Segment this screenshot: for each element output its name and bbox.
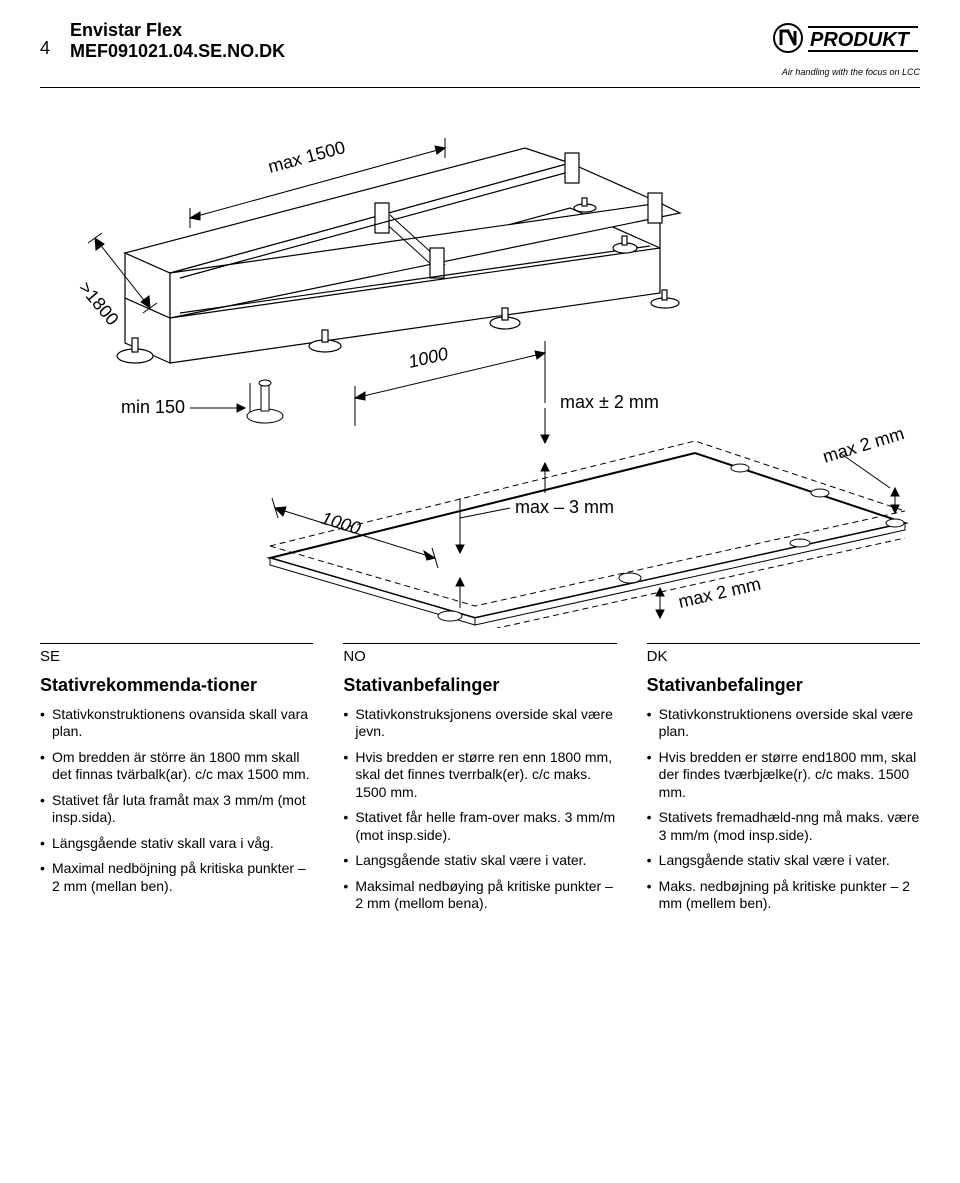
col-rule: [343, 643, 616, 644]
col-title: Stativanbefalinger: [647, 675, 920, 696]
brand-logo-block: PRODUKT Air handling with the focus on L…: [770, 20, 920, 77]
dim-1000b: 1000: [319, 508, 363, 539]
list-item: Stativkonstruktionens overside skal være…: [647, 706, 920, 741]
list-item: Stativets fremadhæld-nng må maks. være 3…: [647, 809, 920, 844]
text-columns: SE Stativrekommenda-tioner Stativkonstru…: [40, 643, 920, 921]
list-item: Langsgående stativ skal være i vater.: [343, 852, 616, 870]
dim-max1500: max 1500: [266, 137, 348, 177]
dim-gt1800: >1800: [75, 278, 123, 330]
column-dk: DK Stativanbefalinger Stativkonstruktion…: [647, 643, 920, 921]
technical-diagram: max 1500 >1800 min 150: [40, 108, 920, 628]
list-item: Maks. nedbøjning på kritiske punkter – 2…: [647, 878, 920, 913]
col-lang-label: SE: [40, 648, 313, 665]
list-item: Hvis bredden er større ren enn 1800 mm, …: [343, 749, 616, 802]
brand-logo-icon: PRODUKT: [770, 20, 920, 60]
doc-title-block: Envistar Flex MEF091021.04.SE.NO.DK: [70, 20, 770, 62]
brand-tagline: Air handling with the focus on LCC: [770, 67, 920, 77]
col-list: Stativkonstruktionens overside skal være…: [647, 706, 920, 913]
list-item: Stativkonstruksjonens overside skal være…: [343, 706, 616, 741]
list-item: Om bredden är större än 1800 mm skall de…: [40, 749, 313, 784]
column-no: NO Stativanbefalinger Stativkonstruksjon…: [343, 643, 616, 921]
list-item: Hvis bredden er større end1800 mm, skal …: [647, 749, 920, 802]
column-se: SE Stativrekommenda-tioner Stativkonstru…: [40, 643, 313, 921]
list-item: Maximal nedböjning på kritiska punkter –…: [40, 860, 313, 895]
dim-1000a: 1000: [406, 343, 450, 371]
col-rule: [647, 643, 920, 644]
brand-text: PRODUKT: [810, 29, 911, 51]
dim-max-pm2: max ± 2 mm: [560, 392, 659, 412]
list-item: Längsgående stativ skall vara i våg.: [40, 835, 313, 853]
col-lang-label: DK: [647, 648, 920, 665]
doc-code: MEF091021.04.SE.NO.DK: [70, 41, 770, 62]
col-title: Stativrekommenda-tioner: [40, 675, 313, 696]
dim-max2b: max 2 mm: [820, 423, 906, 467]
list-item: Maksimal nedbøying på kritiske punkter –…: [343, 878, 616, 913]
dim-min150: min 150: [121, 397, 185, 417]
dim-max-m3: max – 3 mm: [515, 497, 614, 517]
col-list: Stativkonstruktionens ovansida skall var…: [40, 706, 313, 896]
header-rule: [40, 87, 920, 88]
page-number: 4: [40, 38, 50, 59]
list-item: Stativkonstruktionens ovansida skall var…: [40, 706, 313, 741]
list-item: Langsgående stativ skal være i vater.: [647, 852, 920, 870]
col-list: Stativkonstruksjonens overside skal være…: [343, 706, 616, 913]
product-name: Envistar Flex: [70, 20, 770, 41]
col-title: Stativanbefalinger: [343, 675, 616, 696]
page-header: 4 Envistar Flex MEF091021.04.SE.NO.DK PR…: [40, 20, 920, 77]
col-rule: [40, 643, 313, 644]
col-lang-label: NO: [343, 648, 616, 665]
list-item: Stativet får helle fram-over maks. 3 mm/…: [343, 809, 616, 844]
list-item: Stativet får luta framåt max 3 mm/m (mot…: [40, 792, 313, 827]
